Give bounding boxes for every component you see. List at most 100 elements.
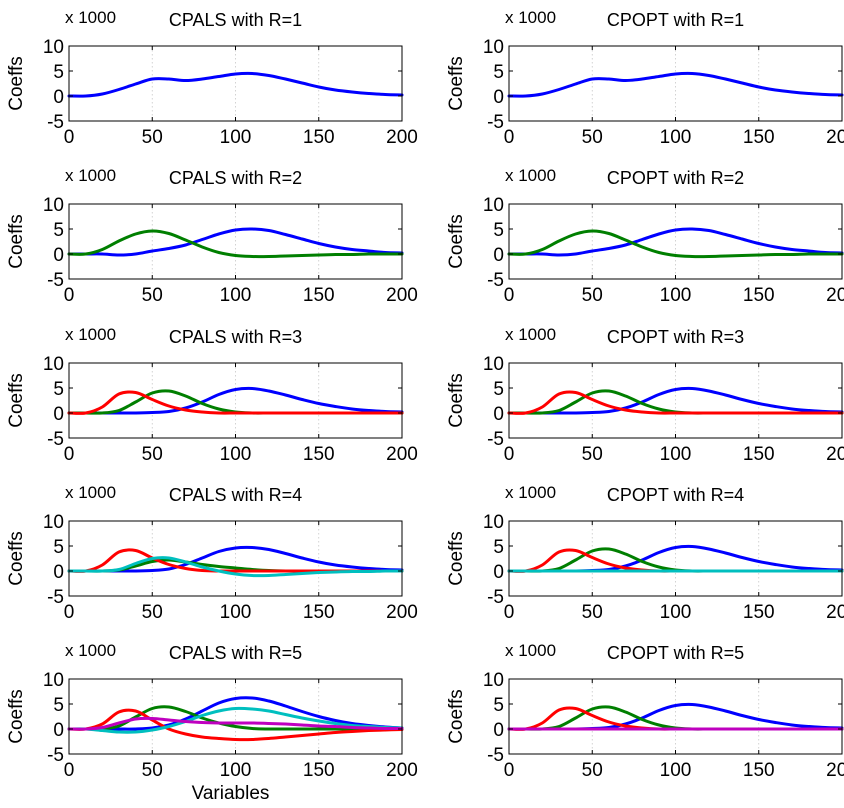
y-tick-label: 0 — [53, 404, 64, 425]
x-tick-label: 100 — [220, 760, 252, 781]
x-tick-label: 200 — [386, 602, 418, 623]
y-tick-label: 10 — [43, 37, 64, 58]
x-tick-label: 150 — [743, 127, 775, 148]
y-tick-label: -5 — [487, 745, 504, 766]
y-axis-label: Coeffs — [6, 214, 27, 269]
x-tick-label: 150 — [743, 602, 775, 623]
x-tick-label: 200 — [826, 285, 844, 306]
y-tick-label: -5 — [487, 429, 504, 450]
y-tick-label: -5 — [487, 587, 504, 608]
scale-label: x 1000 — [65, 641, 116, 660]
subplot-title: CPOPT with R=3 — [607, 327, 744, 347]
x-tick-label: 100 — [220, 285, 252, 306]
x-tick-label: 200 — [386, 285, 418, 306]
scale-label: x 1000 — [65, 166, 116, 185]
y-tick-label: -5 — [47, 587, 64, 608]
x-tick-label: 200 — [826, 760, 844, 781]
subplot-title: CPALS with R=3 — [169, 327, 302, 347]
y-tick-label: 0 — [53, 245, 64, 266]
x-tick-label: 150 — [303, 444, 335, 465]
scale-label: x 1000 — [65, 325, 116, 344]
y-tick-label: 5 — [53, 220, 64, 241]
y-axis-label: Coeffs — [6, 689, 27, 744]
y-tick-label: -5 — [47, 270, 64, 291]
x-tick-label: 200 — [386, 444, 418, 465]
y-tick-label: 10 — [43, 670, 64, 691]
subplot-title: CPOPT with R=5 — [607, 643, 744, 663]
x-tick-label: 50 — [582, 602, 603, 623]
scale-label: x 1000 — [505, 483, 556, 502]
y-tick-label: 10 — [483, 354, 504, 375]
series-line-1 — [67, 545, 404, 573]
y-tick-label: 10 — [483, 512, 504, 533]
y-tick-label: 10 — [483, 37, 504, 58]
x-tick-label: 150 — [303, 760, 335, 781]
x-tick-label: 100 — [220, 602, 252, 623]
x-tick-label: 0 — [64, 760, 75, 781]
y-tick-label: 10 — [43, 195, 64, 216]
x-tick-label: 200 — [826, 444, 844, 465]
series-line-3 — [67, 708, 404, 742]
series-line-2 — [67, 705, 404, 731]
x-tick-label: 100 — [660, 127, 692, 148]
x-tick-label: 150 — [743, 760, 775, 781]
series-line-1 — [507, 227, 844, 257]
scale-label: x 1000 — [505, 325, 556, 344]
x-tick-label: 0 — [504, 444, 515, 465]
x-tick-label: 50 — [582, 760, 603, 781]
x-tick-label: 0 — [64, 444, 75, 465]
series-line-1 — [67, 696, 404, 731]
y-axis-label: Coeffs — [446, 689, 467, 744]
y-tick-label: -5 — [487, 270, 504, 291]
subplot-title: CPALS with R=4 — [169, 485, 302, 505]
x-tick-label: 0 — [64, 127, 75, 148]
scale-label: x 1000 — [505, 8, 556, 27]
y-tick-label: 0 — [493, 562, 504, 583]
x-tick-label: 0 — [504, 760, 515, 781]
y-tick-label: 0 — [493, 87, 504, 108]
y-tick-label: 5 — [493, 695, 504, 716]
y-tick-label: 5 — [53, 62, 64, 83]
y-axis-label: Coeffs — [446, 56, 467, 111]
y-tick-label: 5 — [53, 695, 64, 716]
x-tick-label: 100 — [220, 444, 252, 465]
x-tick-label: 100 — [660, 760, 692, 781]
y-axis-label: Coeffs — [6, 373, 27, 428]
x-tick-label: 50 — [142, 285, 163, 306]
subplot-title: CPOPT with R=4 — [607, 485, 744, 505]
y-axis-label: Coeffs — [6, 56, 27, 111]
subplot-title: CPALS with R=1 — [169, 10, 302, 30]
y-axis-label: Coeffs — [6, 531, 27, 586]
y-axis-label: Coeffs — [446, 531, 467, 586]
x-tick-label: 0 — [504, 127, 515, 148]
series-line-4 — [67, 556, 404, 578]
y-tick-label: 0 — [493, 245, 504, 266]
series-line-1 — [67, 227, 404, 257]
y-tick-label: 0 — [493, 720, 504, 741]
x-tick-label: 50 — [582, 285, 603, 306]
y-tick-label: 0 — [493, 404, 504, 425]
y-tick-label: 10 — [483, 670, 504, 691]
x-tick-label: 100 — [660, 285, 692, 306]
x-tick-label: 150 — [743, 285, 775, 306]
x-axis-label: Variables — [192, 783, 270, 804]
y-tick-label: -5 — [47, 745, 64, 766]
scale-label: x 1000 — [505, 641, 556, 660]
x-tick-label: 200 — [826, 127, 844, 148]
x-tick-label: 50 — [142, 444, 163, 465]
y-tick-label: 10 — [43, 354, 64, 375]
x-tick-label: 200 — [386, 127, 418, 148]
series-line-2 — [67, 229, 404, 259]
y-tick-label: 0 — [53, 720, 64, 741]
y-tick-label: -5 — [47, 112, 64, 133]
series-line-3 — [507, 390, 844, 415]
